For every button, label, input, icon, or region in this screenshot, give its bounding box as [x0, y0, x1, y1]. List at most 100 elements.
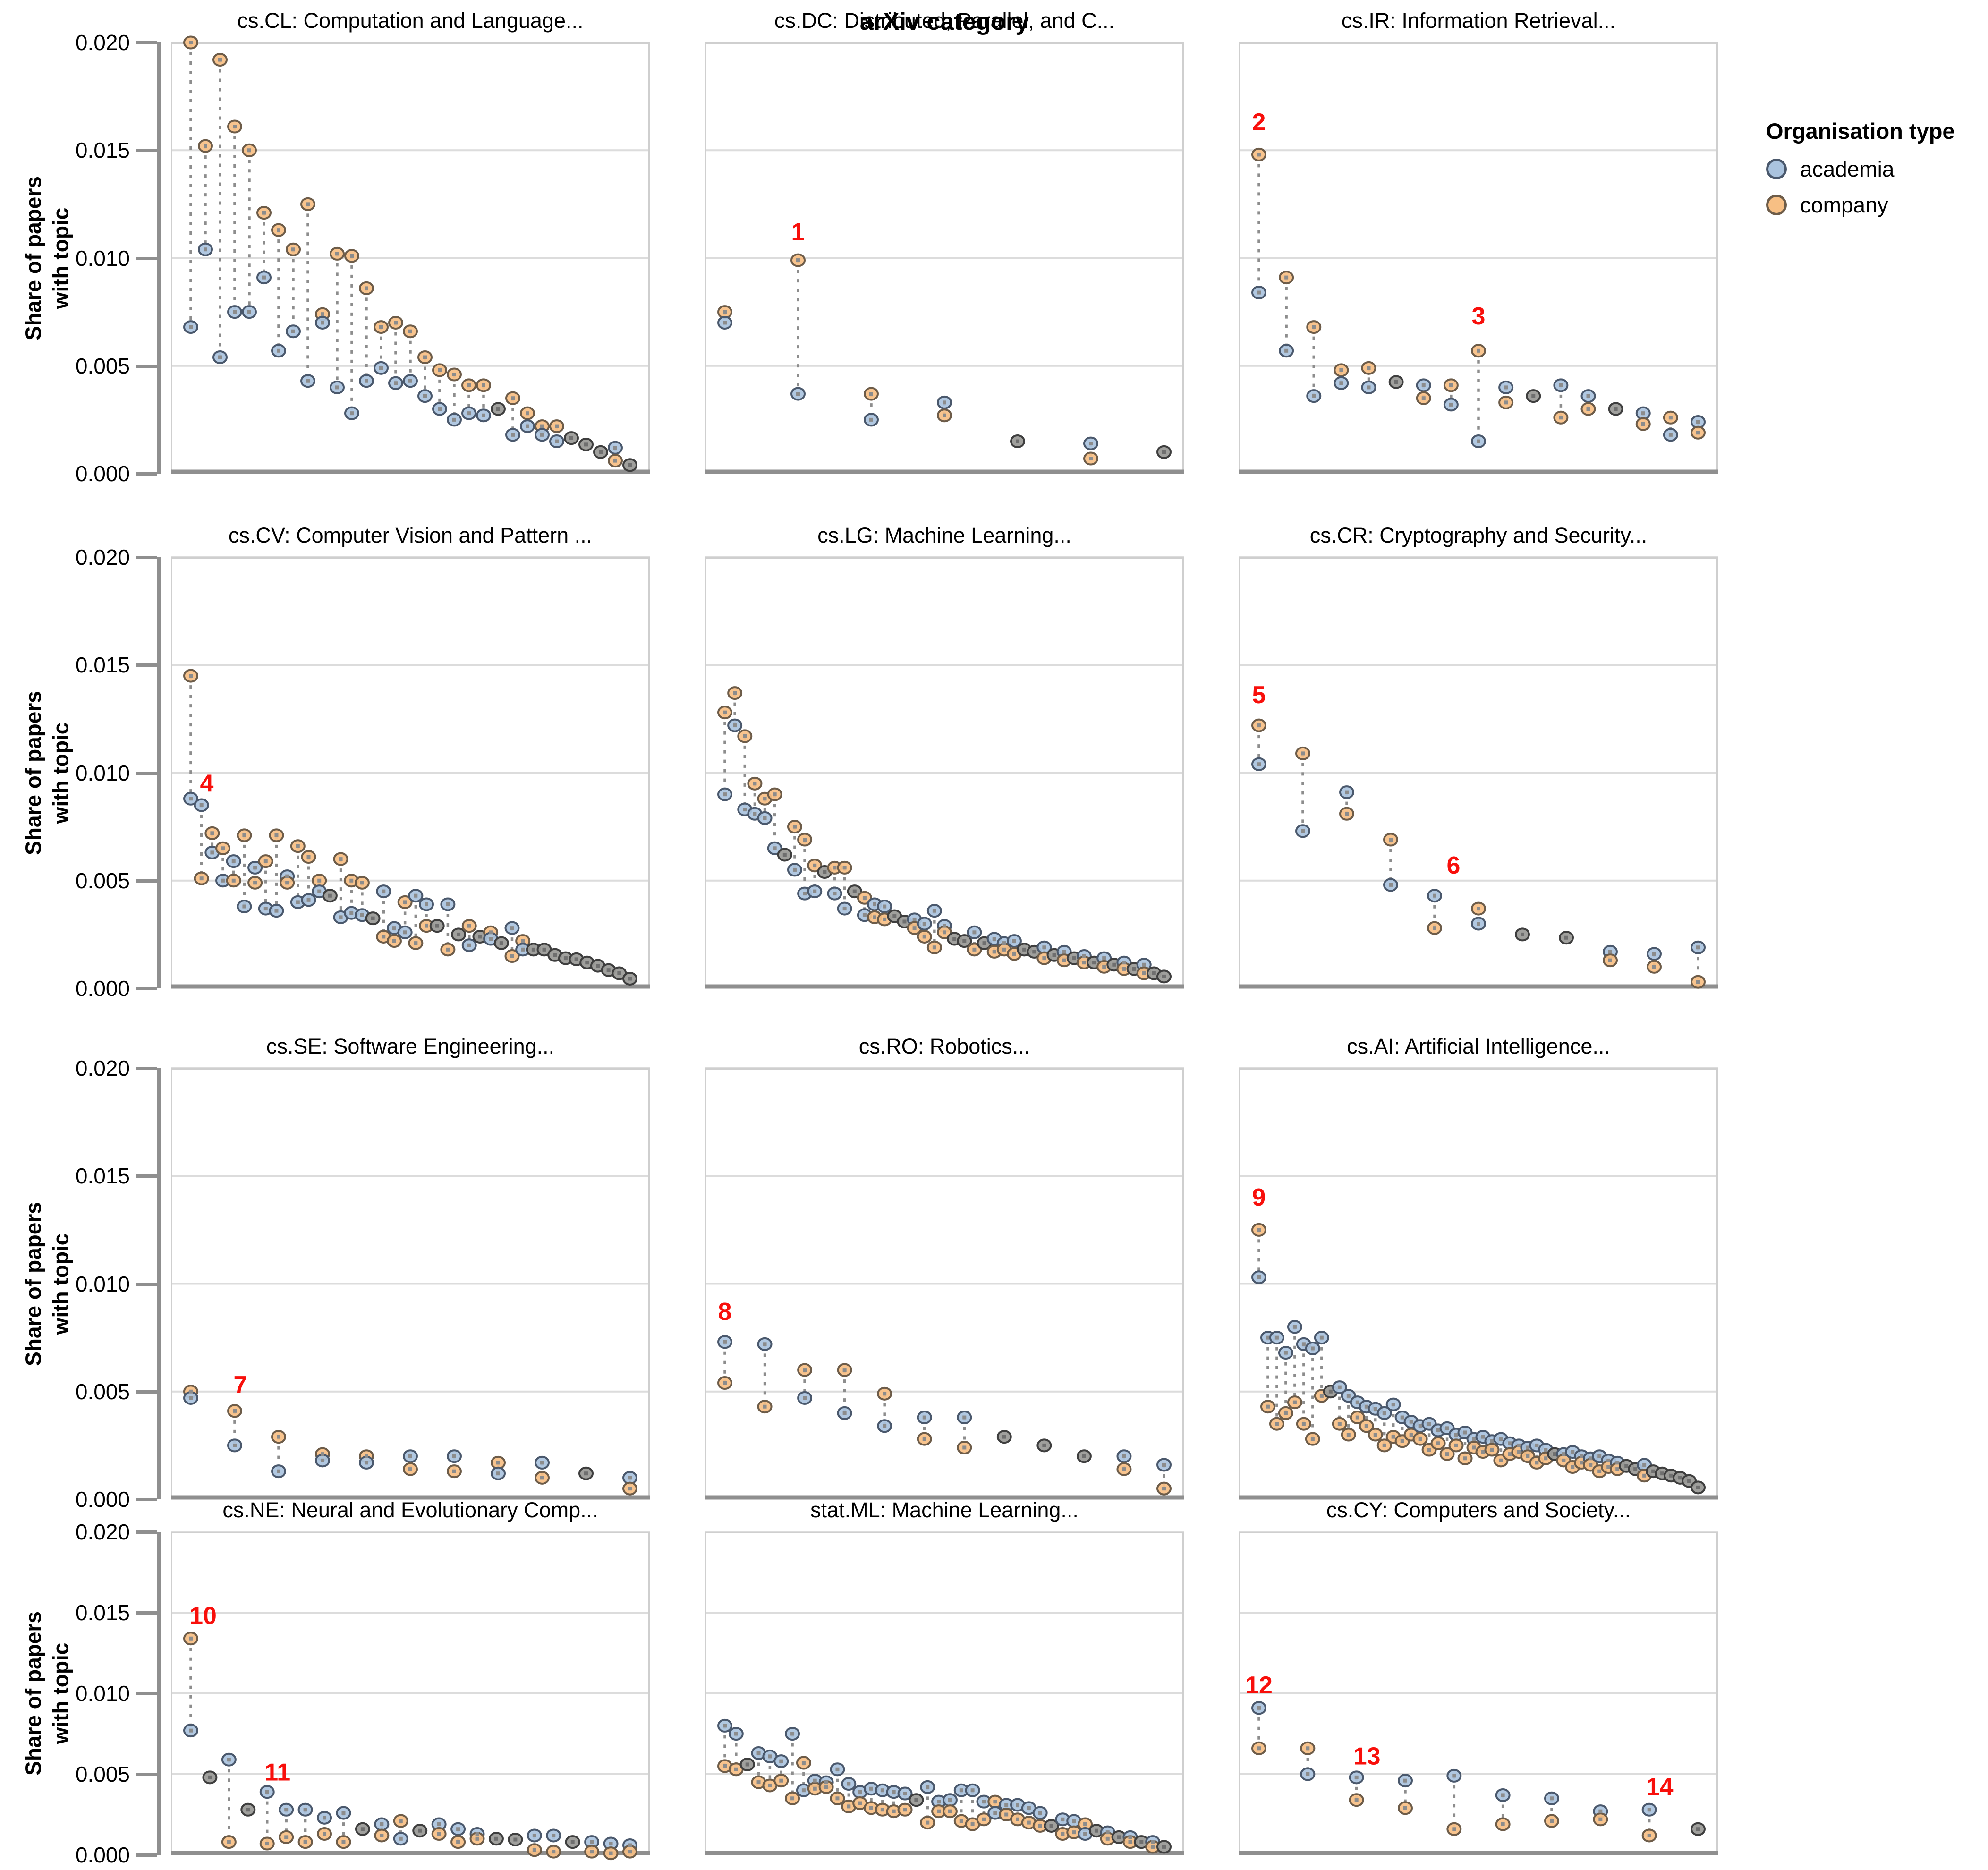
connector-dot	[1016, 1802, 1019, 1807]
connector-dot	[1274, 1422, 1279, 1426]
connector-dot	[1257, 1746, 1261, 1751]
connector-dot	[540, 433, 544, 437]
connector-dot	[394, 381, 398, 385]
y-axis-title: Share of papers with topic	[21, 690, 73, 855]
connector-dot	[959, 1819, 963, 1823]
connector-dot	[1454, 1443, 1458, 1447]
connector-dot	[1257, 153, 1261, 157]
connector-dot	[842, 1368, 847, 1372]
connector-dot	[1061, 1832, 1065, 1836]
facet-plot-cs.RO: 8	[705, 1067, 1184, 1500]
connector-dot	[943, 924, 946, 928]
connector-dot	[1696, 1827, 1700, 1831]
connector-dot	[1142, 971, 1146, 976]
connector-dot	[360, 913, 364, 917]
connector-dot	[1306, 1772, 1310, 1776]
connector-dot	[1606, 1458, 1611, 1462]
connector-dot	[494, 1836, 498, 1841]
y-tick-label: 0.020	[75, 30, 130, 55]
connector-dot	[379, 366, 383, 370]
connector-dot	[1696, 980, 1700, 984]
facet-plot-cs.CV: 4	[171, 556, 650, 989]
connector-dot	[414, 893, 418, 898]
y-axis-tick	[136, 149, 157, 153]
connector-dot	[1501, 1793, 1505, 1797]
connector-dot	[1531, 394, 1536, 398]
connector-dot	[1354, 1775, 1359, 1779]
connector-dot	[779, 1759, 783, 1763]
connector-dot	[482, 383, 485, 387]
connector-dot	[1526, 1454, 1530, 1458]
connector-dot	[1012, 939, 1016, 943]
y-axis-tick	[136, 771, 157, 775]
connector-dot	[723, 1764, 727, 1768]
legend: Organisation type academia company	[1766, 118, 1988, 228]
connector-dot	[982, 1800, 986, 1804]
connector-dot	[813, 1786, 817, 1791]
connector-dot	[1597, 1469, 1602, 1473]
connector-dot	[1517, 1450, 1521, 1454]
connector-dot	[189, 1396, 193, 1400]
connector-dot	[1490, 1439, 1494, 1443]
connector-dot	[847, 1804, 851, 1809]
connector-dot	[189, 797, 193, 801]
facet-title-cs.RO: cs.RO: Robotics...	[858, 1034, 1030, 1058]
connector-dot	[1436, 1441, 1440, 1445]
y-axis-line-row2	[157, 557, 161, 988]
connector-dot	[365, 286, 368, 290]
connector-dot	[1042, 945, 1046, 950]
connector-dot	[291, 329, 295, 333]
connector-dot	[1409, 1420, 1413, 1424]
connector-dot	[1633, 1467, 1638, 1471]
connector-dot	[1355, 1415, 1359, 1420]
connector-dot	[437, 1822, 441, 1827]
connector-dot	[903, 1792, 907, 1796]
connector-dot	[563, 956, 568, 960]
annotation-number: 7	[234, 1371, 247, 1399]
y-tick-label: 0.015	[75, 1164, 130, 1189]
connector-dot	[869, 1806, 873, 1810]
connector-dot	[1454, 1433, 1458, 1437]
connector-dot	[1606, 1465, 1611, 1469]
annotation-number: 9	[1252, 1184, 1266, 1211]
connector-dot	[349, 878, 354, 883]
y-tick-label: 0.010	[75, 246, 130, 271]
connector-dot	[303, 1840, 307, 1844]
connector-dot	[1274, 1335, 1279, 1340]
connector-dot	[1162, 450, 1166, 454]
y-tick-label: 0.000	[75, 1843, 130, 1867]
y-axis-tick	[136, 1067, 157, 1070]
connector-dot	[1508, 1441, 1512, 1445]
connector-dot	[552, 1850, 556, 1854]
connector-dot	[341, 1811, 346, 1815]
annotation-number: 1	[791, 219, 805, 246]
connector-dot	[531, 947, 535, 952]
connector-dot	[380, 1833, 384, 1837]
connector-dot	[862, 896, 867, 900]
connector-dot	[1391, 1435, 1395, 1439]
connector-dot	[970, 1788, 975, 1793]
connector-dot	[1586, 394, 1590, 398]
facet-title-cs.IR: cs.IR: Information Retrieval...	[1341, 8, 1616, 33]
connector-dot	[210, 850, 214, 855]
connector-dot	[482, 413, 485, 417]
connector-dot	[1526, 1445, 1530, 1450]
connector-dot	[379, 325, 383, 329]
connector-dot	[842, 907, 847, 911]
connector-dot	[456, 1827, 460, 1831]
legend-item-company: company	[1766, 192, 1988, 218]
connector-dot	[408, 1454, 412, 1458]
connector-dot	[418, 1828, 422, 1833]
connector-dot	[277, 348, 280, 353]
connector-dot	[1403, 1778, 1407, 1783]
connector-dot	[1403, 1806, 1407, 1810]
facet-plot-cs.CR: 56	[1239, 556, 1718, 989]
connector-dot	[1433, 893, 1436, 898]
connector-dot	[1696, 1485, 1700, 1489]
connector-dot	[1292, 1325, 1297, 1329]
connector-dot	[1452, 1774, 1456, 1778]
connector-dot	[1400, 1415, 1404, 1420]
connector-dot	[1463, 1430, 1467, 1435]
connector-dot	[233, 1409, 237, 1413]
connector-dot	[1418, 1437, 1422, 1441]
